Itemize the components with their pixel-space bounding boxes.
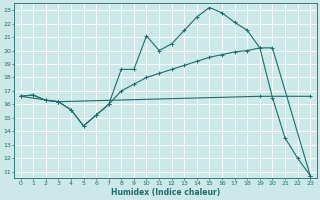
X-axis label: Humidex (Indice chaleur): Humidex (Indice chaleur): [111, 188, 220, 197]
